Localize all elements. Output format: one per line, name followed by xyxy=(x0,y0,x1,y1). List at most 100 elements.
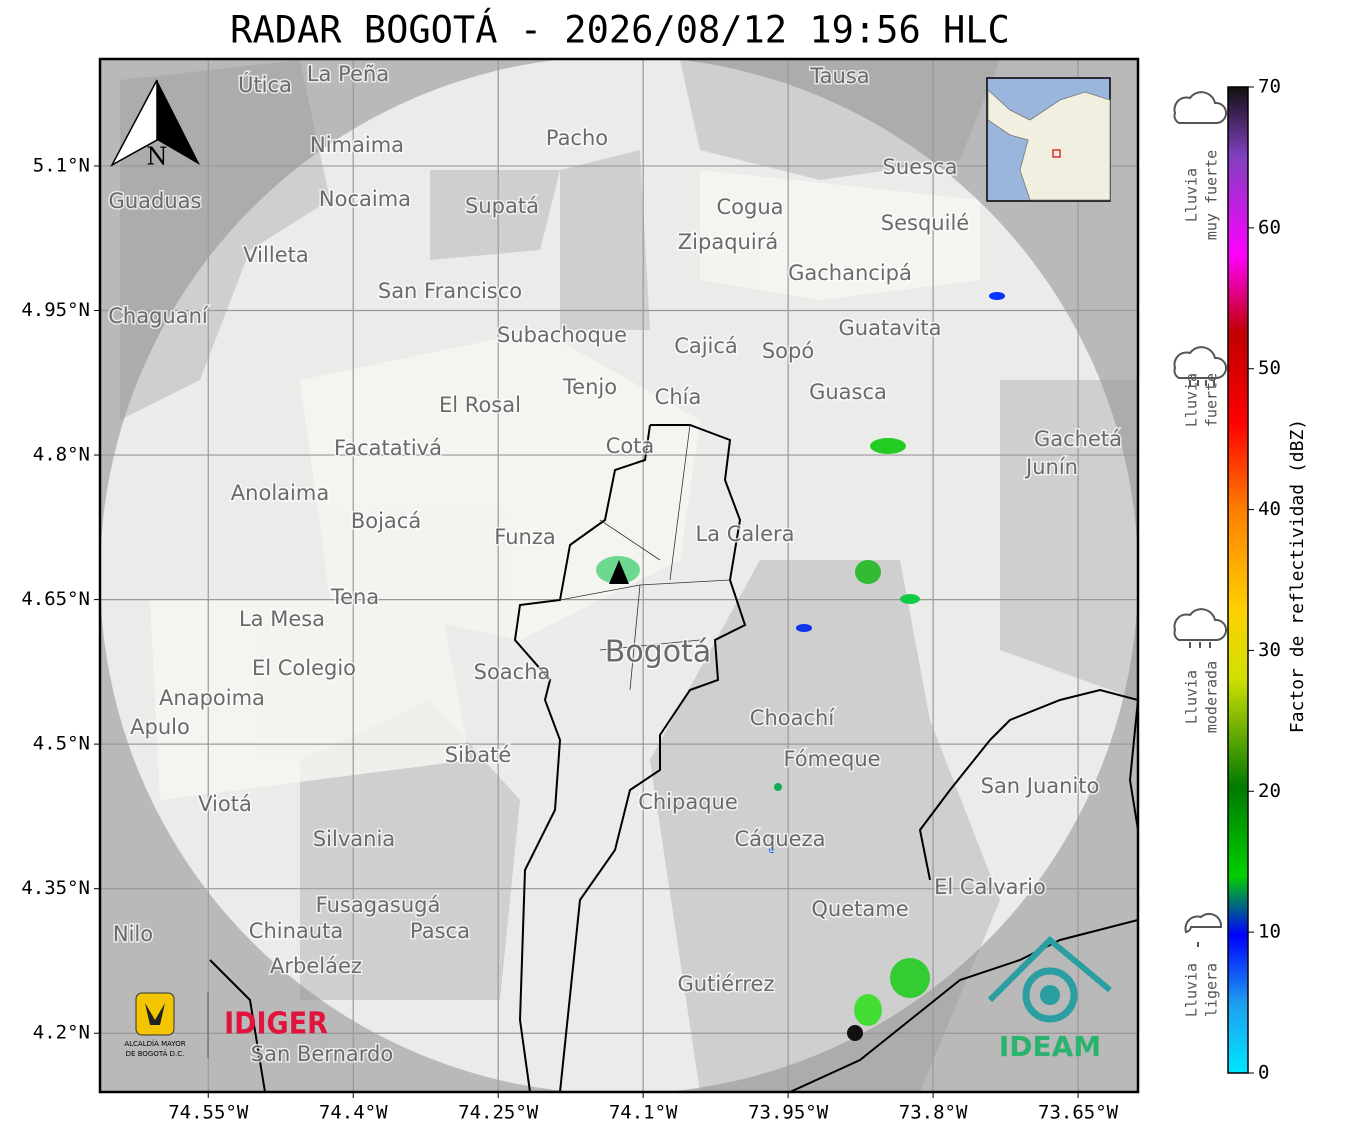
rain-level-label: Lluvia xyxy=(1183,168,1201,222)
rain-icons xyxy=(1173,91,1227,947)
x-tick-label: 73.8°W xyxy=(899,1102,968,1124)
boundaries xyxy=(209,424,1138,1092)
y-tick-label: 4.65°N xyxy=(21,588,90,610)
colorbar-tick-label: 20 xyxy=(1258,780,1281,802)
place-label: Guaduas xyxy=(109,189,202,213)
colorbar-label: Factor de reflectividad (dBZ) xyxy=(1287,419,1308,733)
place-label: Choachí xyxy=(750,706,836,730)
place-label: Apulo xyxy=(130,715,190,739)
place-label: Zipaquirá xyxy=(678,230,778,254)
place-label: Tena xyxy=(330,585,379,609)
place-label: Sesquilé xyxy=(881,211,969,235)
rain-level-label: ligera xyxy=(1203,963,1221,1017)
y-tick-label: 4.95°N xyxy=(21,299,90,321)
place-label: Gachetá xyxy=(1034,427,1122,451)
y-tick-label: 4.5°N xyxy=(33,733,90,755)
place-label: Arbeláez xyxy=(270,954,362,978)
rain-level-label: Lluvia xyxy=(1183,670,1201,724)
place-label: Chinauta xyxy=(249,919,343,943)
place-label: La Peña xyxy=(307,62,389,86)
colorbar-tick-label: 30 xyxy=(1258,639,1281,661)
place-label: Chaguaní xyxy=(108,304,209,328)
place-label: Nocaima xyxy=(319,187,411,211)
north-arrow: N xyxy=(110,79,200,171)
place-label: San Juanito xyxy=(981,774,1100,798)
place-label: Tausa xyxy=(809,64,869,88)
place-label: El Rosal xyxy=(439,393,521,417)
title: RADAR BOGOTÁ - 2026/08/12 19:56 HLC xyxy=(230,8,1010,52)
place-label: Guatavita xyxy=(839,316,942,340)
rain-level-label: muy fuerte xyxy=(1203,150,1221,240)
inset-map xyxy=(986,77,1111,202)
north-label: N xyxy=(147,143,168,171)
terrain xyxy=(120,60,1138,1092)
place-labels: La Peña Útica Tausa Pacho Nimaima Guaduas Noca… xyxy=(107,61,1124,1068)
colorbar-tick-label: 10 xyxy=(1258,921,1281,943)
place-label: Chipaque xyxy=(638,790,738,814)
ideam-text: IDEAM xyxy=(999,1030,1101,1063)
place-label: Anolaima xyxy=(231,481,329,505)
place-label: Supatá xyxy=(465,194,539,218)
place-label: Quetame xyxy=(811,897,908,921)
place-label: Viotá xyxy=(198,792,252,816)
colorbar xyxy=(1227,86,1249,1074)
x-tick-label: 74.55°W xyxy=(168,1102,249,1124)
y-tick-label: 4.2°N xyxy=(33,1022,90,1044)
colorbar-tick-label: 0 xyxy=(1258,1062,1269,1084)
place-label: Pasca xyxy=(410,919,470,943)
colorbar-tick-label: 40 xyxy=(1258,498,1281,520)
place-label: La Mesa xyxy=(239,607,325,631)
y-tick-label: 4.35°N xyxy=(21,877,90,899)
radar-echoes xyxy=(596,292,1005,1041)
x-tick-label: 74.25°W xyxy=(458,1102,539,1124)
x-tick-label: 74.1°W xyxy=(609,1102,678,1124)
ideam-logo: IDEAM xyxy=(987,935,1112,1063)
place-label: Gutiérrez xyxy=(678,972,775,996)
place-label: Silvania xyxy=(313,827,395,851)
place-label: Facatativá xyxy=(334,436,442,460)
alcaldia-text: ALCALDÍA MAYOR xyxy=(124,1039,185,1048)
place-label: Bogotá xyxy=(605,635,711,670)
y-tick-label: 5.1°N xyxy=(33,154,90,176)
place-label: Chía xyxy=(655,385,702,409)
place-label: Nimaima xyxy=(310,133,404,157)
place-label: Cáqueza xyxy=(735,827,826,851)
colorbar-tick-label: 60 xyxy=(1258,216,1281,238)
place-label: Guasca xyxy=(809,380,887,404)
place-label: Pacho xyxy=(546,126,608,150)
colorbar-tick-label: 70 xyxy=(1258,76,1281,98)
place-label: Suesca xyxy=(883,155,958,179)
map: La Peña Útica Tausa Pacho Nimaima Guaduas Noca… xyxy=(100,59,1138,1092)
x-tick-label: 73.95°W xyxy=(748,1102,829,1124)
rain-level-label: Lluvia xyxy=(1183,963,1201,1017)
idiger-logo: IDIGER xyxy=(224,1007,328,1042)
place-label: Útica xyxy=(238,72,292,97)
rain-level-label: Lluvia xyxy=(1183,373,1201,427)
place-label: Cota xyxy=(606,434,655,458)
place-label: El Colegio xyxy=(252,656,356,680)
colorbar-ticks: 0 10 20 30 40 50 60 70 xyxy=(1248,76,1281,1084)
place-label: Gachancipá xyxy=(788,261,912,285)
place-label: Sopó xyxy=(762,339,814,363)
place-label: Nilo xyxy=(113,922,153,946)
place-label: Funza xyxy=(494,525,555,549)
place-label: Tenjo xyxy=(562,375,617,399)
map-frame xyxy=(98,57,1140,1094)
place-label: Subachoque xyxy=(497,323,627,347)
place-label: Villeta xyxy=(243,243,308,267)
place-label: Junín xyxy=(1024,455,1078,479)
x-tick-label: 73.65°W xyxy=(1038,1102,1119,1124)
rain-level-label: moderada xyxy=(1203,661,1221,733)
colorbar-tick-label: 50 xyxy=(1258,357,1281,379)
place-label: Cogua xyxy=(716,195,783,219)
x-tick-label: 74.4°W xyxy=(319,1102,388,1124)
place-label: La Calera xyxy=(695,522,794,546)
place-label: Sibaté xyxy=(445,743,512,767)
place-label: Bojacá xyxy=(351,509,421,533)
place-label: Soacha xyxy=(474,660,551,684)
alcaldia-text: DE BOGOTÁ D.C. xyxy=(126,1049,185,1058)
radar-site xyxy=(609,560,629,584)
place-label: San Bernardo xyxy=(251,1042,393,1066)
